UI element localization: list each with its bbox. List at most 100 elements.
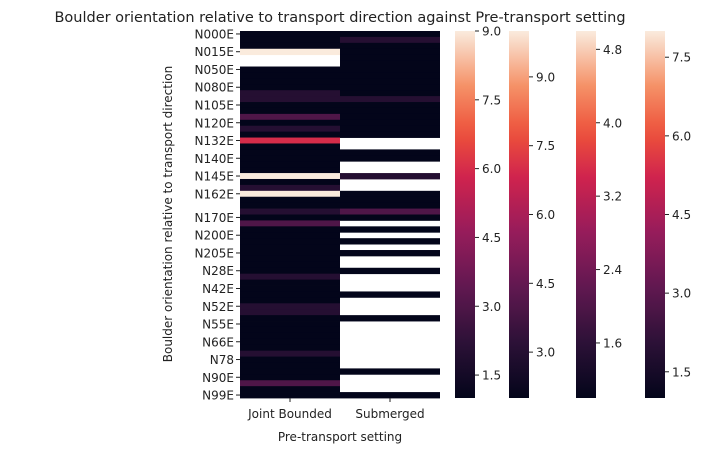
heatmap-cell [340,78,440,85]
heatmap-cell [240,102,340,109]
heatmap-cell [240,380,340,387]
colorbar-tick-label: 1.6 [603,336,622,350]
heatmap-cell [340,119,440,127]
heatmap-cell [240,84,340,91]
heatmap-cell [240,315,340,322]
colorbar-tick-label: 4.0 [603,116,622,130]
heatmap-cell [340,202,440,209]
heatmap-cell [240,267,340,275]
colorbar-tick-label: 4.5 [536,277,555,291]
heatmap-cell [240,285,340,292]
heatmap-cell [240,149,340,156]
heatmap-cell [340,31,440,38]
y-tick-label: N28E [202,264,234,278]
y-tick-label: N145E [195,170,234,184]
heatmap-cell [240,220,340,227]
y-axis-ticks: N000E N015E N050E N080E N105E N120E N132E N140E… [195,27,240,403]
heatmap-cell [240,214,340,221]
heatmap-cell [340,125,440,133]
colorbar-tick-label: 7.5 [672,51,691,65]
heatmap-cell [240,125,340,133]
heatmap-cell [340,267,440,275]
colorbar-tick-label: 3.0 [536,346,555,360]
heatmap-cell [240,250,340,257]
heatmap-cell [340,238,440,245]
chart-title: Boulder orientation relative to transpor… [54,10,625,26]
colorbar-tick-label: 2.4 [603,263,622,277]
heatmap-cell [340,190,440,198]
heatmap-cell [340,131,440,138]
heatmap-cell [240,297,340,304]
heatmap-cell [340,113,440,121]
colorbar-tick-label: 3.0 [482,300,501,314]
colorbar [645,31,665,398]
heatmap-cell [240,261,340,269]
heatmap-cell [240,226,340,233]
y-tick-label: N162E [195,187,234,201]
y-axis-label: Boulder orientation relative to transpor… [161,66,175,363]
heatmap-cell [340,291,440,298]
heatmap-cell [240,374,340,381]
x-tick-label: Submerged [355,407,424,421]
colorbar-tick-label: 1.5 [482,369,501,383]
colorbar-tick-label: 6.0 [536,208,555,222]
heatmap-cell [240,291,340,298]
colorbar [455,31,475,398]
colorbar-tick-label: 7.5 [482,93,501,107]
heatmap-cell [240,107,340,115]
colorbar [576,31,596,398]
y-tick-label: N140E [195,152,234,166]
heatmap-cell [240,392,340,399]
heatmap-cell [240,36,340,44]
colorbar [509,31,529,398]
heatmap-cell [340,196,440,204]
heatmap-cell [240,232,340,239]
heatmap-cell [340,102,440,109]
heatmap-cell [240,386,340,393]
heatmap-cell [240,279,340,286]
y-tick-label: N205E [195,246,234,260]
heatmap-cell [340,173,440,180]
heatmap-cell [240,356,340,363]
y-tick-label: N66E [202,335,234,349]
heatmap-cell [240,78,340,85]
y-tick-label: N42E [202,282,234,296]
heatmap-cell [240,309,340,316]
y-tick-label: N52E [202,300,234,314]
heatmap-cell [240,196,340,204]
heatmap-cell [240,321,340,328]
heatmap-cell [240,119,340,127]
heatmap-cell [340,214,440,221]
y-tick-label: N200E [195,229,234,243]
heatmap-cell [340,226,440,233]
colorbar-tick-label: 6.0 [672,129,691,143]
colorbar-tick-label: 3.2 [603,190,622,204]
heatmap-cell [340,208,440,215]
heatmap-cell [340,72,440,79]
y-tick-label: N132E [195,134,234,148]
heatmap-cell [240,238,340,245]
heatmap-cell [240,178,340,186]
heatmap-cell [340,60,440,67]
x-tick-label: Joint Bounded [247,407,332,421]
heatmap-cell [240,72,340,79]
heatmap-cell [340,42,440,50]
heatmap-cell [240,184,340,192]
y-tick-label: N080E [195,81,234,95]
heatmap-cell [240,143,340,150]
colorbar-tick-label: 9.0 [482,25,501,39]
x-axis-label: Pre-transport setting [278,430,402,444]
heatmap-cell [340,368,440,375]
y-tick-label: N78 [210,353,234,367]
heatmap-cell [240,113,340,121]
colorbars: 1.5 3.0 4.5 6.0 7.5 9.0 3.0 4.5 6.0 7.5 9.0 1.6 2.4 3… [455,25,691,398]
y-tick-label: N170E [195,211,234,225]
heatmap-cell [340,315,440,322]
heatmap-cell [240,350,340,357]
heatmap-cell [240,155,340,162]
heatmap-cell [240,48,340,56]
heatmap-cell [340,90,440,97]
heatmap-cell [240,131,340,138]
heatmap-cell [240,362,340,369]
